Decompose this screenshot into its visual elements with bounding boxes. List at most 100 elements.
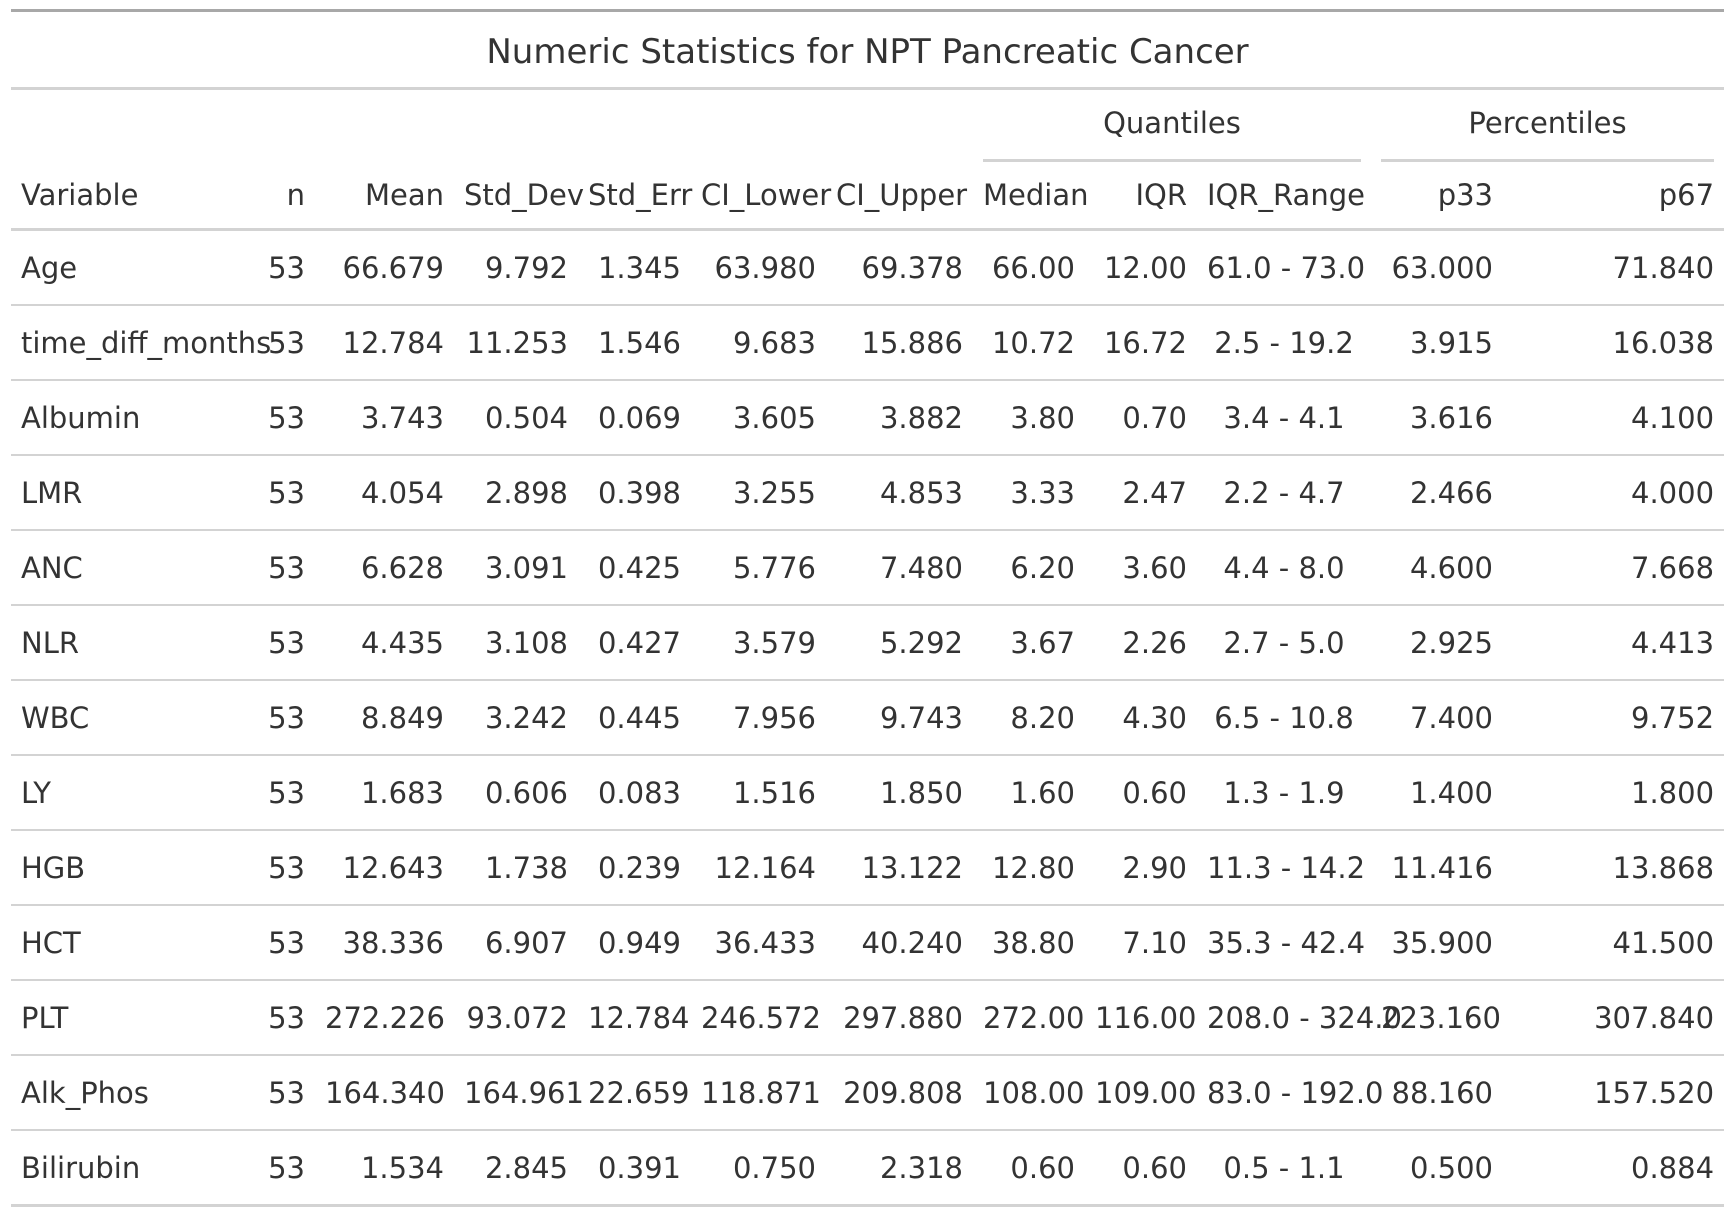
cell-mean: 164.340 [315, 1054, 454, 1130]
cell-ci-lower: 7.956 [691, 679, 826, 755]
cell-iqr: 109.00 [1085, 1054, 1197, 1130]
cell-variable: Albumin [11, 379, 257, 455]
spanner-percentiles-label: Percentiles [1468, 106, 1627, 140]
cell-variable: HGB [11, 829, 257, 905]
cell-ci-lower: 12.164 [691, 829, 826, 905]
cell-ci-lower: 1.516 [691, 754, 826, 830]
table-row: Bilirubin 53 1.534 2.845 0.391 0.750 2.318 0.60… [11, 1129, 1724, 1207]
cell-std-dev: 93.072 [454, 979, 578, 1055]
cell-ci-upper: 209.808 [826, 1054, 973, 1130]
cell-iqr: 16.72 [1085, 304, 1197, 380]
cell-ci-upper: 40.240 [826, 904, 973, 980]
cell-p67: 4.413 [1503, 604, 1724, 680]
cell-median: 3.33 [973, 454, 1085, 530]
cell-iqr-range: 2.5 - 19.2 [1197, 304, 1371, 380]
cell-n: 53 [257, 304, 315, 380]
column-header-std-err: Std_Err [578, 162, 692, 231]
cell-p33: 3.616 [1371, 379, 1503, 455]
cell-std-err: 0.427 [578, 604, 691, 680]
cell-variable: Age [21, 250, 78, 285]
cell-median: 0.60 [973, 1129, 1085, 1207]
cell-n: 53 [268, 250, 305, 285]
cell-p67: 4.100 [1503, 379, 1724, 455]
cell-p67: 307.840 [1503, 979, 1724, 1055]
cell-std-err: 0.083 [578, 754, 691, 830]
cell-variable: Bilirubin [11, 1129, 257, 1207]
cell-p67: 4.000 [1503, 454, 1724, 530]
cell-median: 38.80 [973, 904, 1085, 980]
cell-std-err: 1.546 [578, 304, 691, 380]
cell-std-dev: 3.242 [454, 679, 578, 755]
spanner-percentiles: Percentiles [1371, 89, 1724, 162]
cell-median: 66.00 [991, 250, 1075, 285]
cell-variable: ANC [11, 529, 257, 605]
cell-std-dev: 6.907 [454, 904, 578, 980]
cell-p67: 16.038 [1503, 304, 1724, 380]
cell-median: 12.80 [973, 829, 1085, 905]
cell-ci-lower: 36.433 [691, 904, 826, 980]
cell-p67: 41.500 [1503, 904, 1724, 980]
cell-n: 53 [257, 979, 315, 1055]
table-row: HGB 53 12.643 1.738 0.239 12.164 13.122 12.80 2.… [11, 829, 1724, 905]
cell-p33: 1.400 [1371, 754, 1503, 830]
cell-variable: HCT [11, 904, 257, 980]
column-header-row: Variable n Mean Std_Dev Std_Err CI_Lower CI_Up… [11, 162, 1724, 231]
column-header-variable: Variable [11, 162, 257, 231]
cell-mean: 38.336 [315, 904, 454, 980]
cell-p67: 157.520 [1503, 1054, 1724, 1130]
cell-std-dev: 1.738 [454, 829, 578, 905]
cell-std-dev: 11.253 [454, 304, 578, 380]
cell-n: 53 [257, 1054, 315, 1130]
cell-ci-lower: 3.255 [691, 454, 826, 530]
cell-p33: 3.915 [1371, 304, 1503, 380]
column-header-median: Median [973, 162, 1088, 231]
cell-iqr-range: 2.7 - 5.0 [1197, 604, 1371, 680]
cell-iqr: 2.47 [1085, 454, 1197, 530]
cell-median: 3.67 [973, 604, 1085, 680]
table-row: NLR 53 4.435 3.108 0.427 3.579 5.292 3.67 2.26 2.… [11, 604, 1724, 680]
table-title: Numeric Statistics for NPT Pancreatic Ca… [11, 12, 1724, 90]
cell-ci-upper: 69.378 [861, 250, 963, 285]
cell-ci-upper: 2.318 [826, 1129, 973, 1207]
cell-iqr-range: 6.5 - 10.8 [1197, 679, 1371, 755]
cell-p33: 4.600 [1371, 529, 1503, 605]
cell-mean: 8.849 [315, 679, 454, 755]
spanner-quantiles-label: Quantiles [1103, 106, 1241, 140]
cell-ci-upper: 4.853 [826, 454, 973, 530]
cell-iqr: 0.70 [1085, 379, 1197, 455]
cell-median: 272.00 [973, 979, 1085, 1055]
cell-iqr: 2.90 [1085, 829, 1197, 905]
cell-std-err: 0.425 [578, 529, 691, 605]
cell-median: 3.80 [973, 379, 1085, 455]
cell-iqr-range: 11.3 - 14.2 [1197, 829, 1371, 905]
column-header-std-dev: Std_Dev [454, 162, 584, 231]
column-header-ci-upper: CI_Upper [826, 162, 973, 231]
cell-n: 53 [257, 754, 315, 830]
cell-ci-upper: 13.122 [826, 829, 973, 905]
table-row: WBC 53 8.849 3.242 0.445 7.956 9.743 8.20 4.30 6.… [11, 679, 1724, 755]
cell-mean: 3.743 [315, 379, 454, 455]
cell-std-dev: 3.091 [454, 529, 578, 605]
cell-std-err: 0.445 [578, 679, 691, 755]
cell-iqr-range: 61.0 - 73.0 [1207, 250, 1366, 285]
cell-p33: 223.160 [1371, 979, 1503, 1055]
cell-ci-upper: 1.850 [826, 754, 973, 830]
cell-std-err: 0.069 [578, 379, 691, 455]
table-row: time_diff_months 53 12.784 11.253 1.546 9.683… [11, 304, 1724, 380]
cell-iqr-range: 0.5 - 1.1 [1197, 1129, 1371, 1207]
cell-iqr-range: 2.2 - 4.7 [1197, 454, 1371, 530]
cell-ci-upper: 15.886 [826, 304, 973, 380]
cell-mean: 4.054 [315, 454, 454, 530]
cell-std-err: 12.784 [578, 979, 691, 1055]
cell-iqr: 0.60 [1085, 754, 1197, 830]
cell-mean: 1.534 [315, 1129, 454, 1207]
cell-std-dev: 9.792 [484, 250, 568, 285]
column-header-ci-lower: CI_Lower [691, 162, 831, 231]
table-row: PLT 53 272.226 93.072 12.784 246.572 297.880 27… [11, 979, 1724, 1055]
cell-p33: 35.900 [1371, 904, 1503, 980]
cell-mean: 6.628 [315, 529, 454, 605]
table-row: Alk_Phos 53 164.340 164.961 22.659 118.871 209… [11, 1054, 1724, 1130]
cell-p33: 0.500 [1371, 1129, 1503, 1207]
table-row: ANC 53 6.628 3.091 0.425 5.776 7.480 6.20 3.60 4.… [11, 529, 1724, 605]
cell-p33: 7.400 [1371, 679, 1503, 755]
